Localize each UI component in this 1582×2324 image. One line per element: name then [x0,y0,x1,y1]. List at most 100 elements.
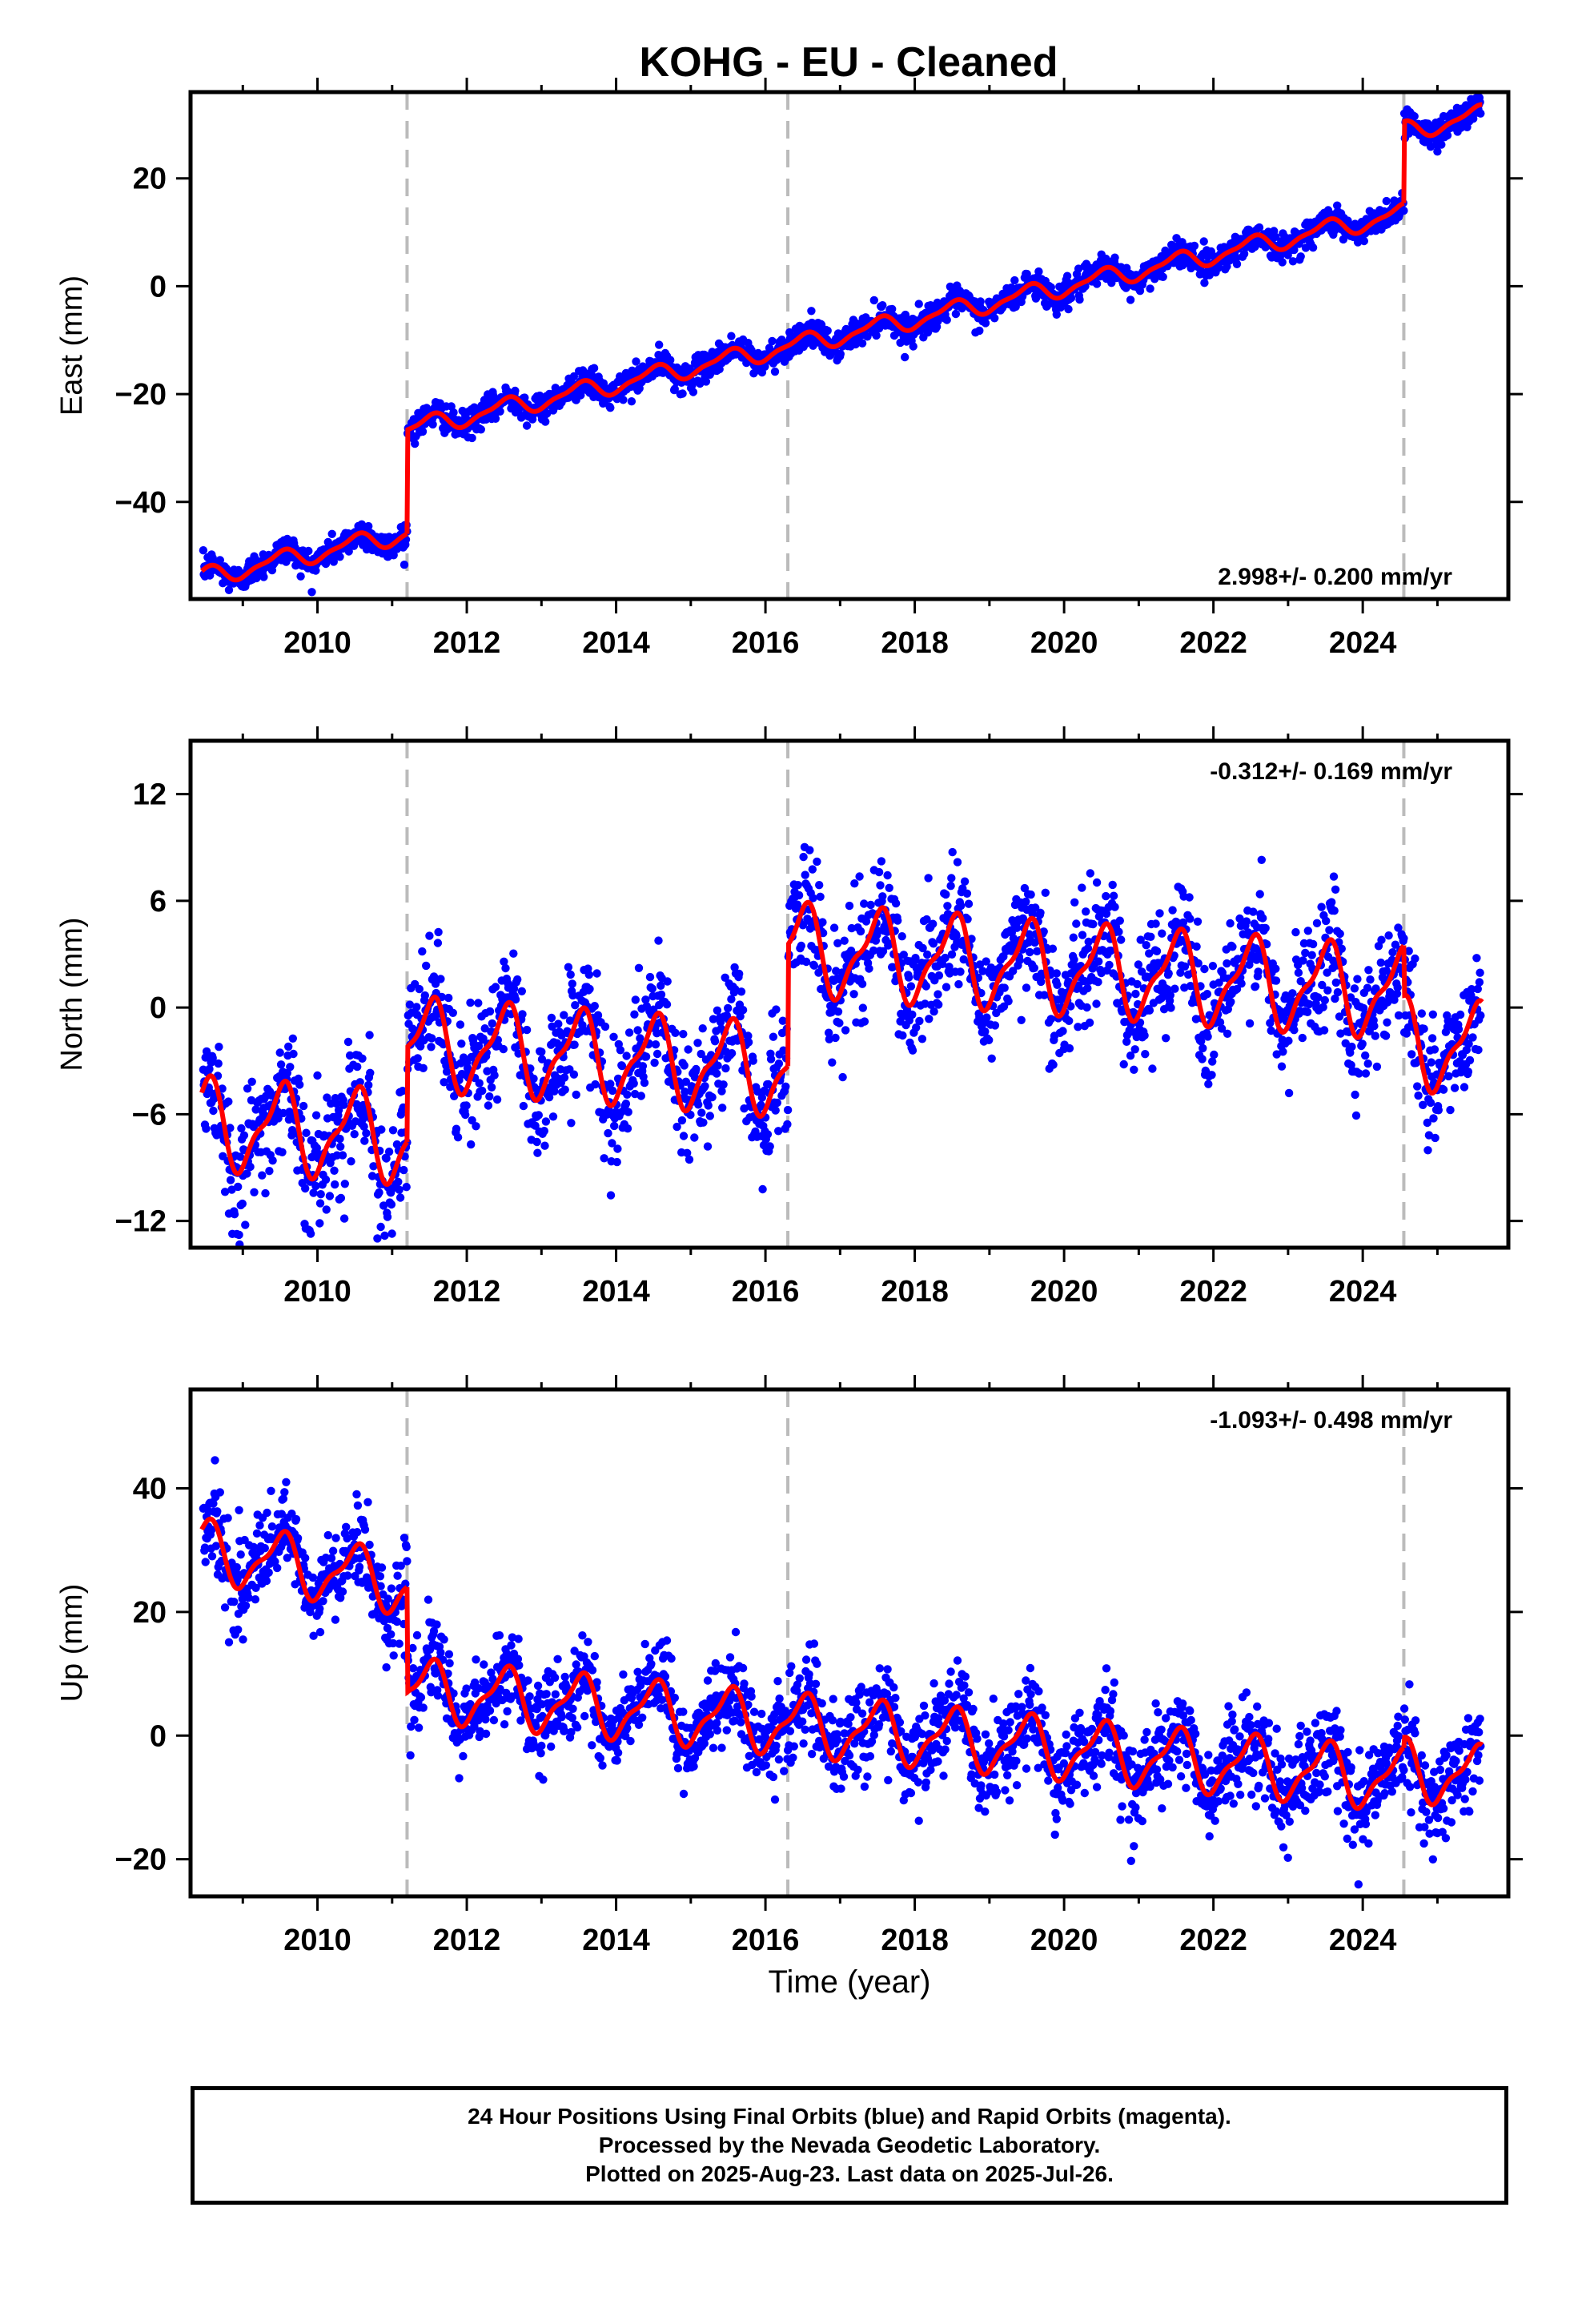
data-point [1331,885,1340,895]
data-point [1228,943,1237,951]
data-point [1347,1042,1356,1051]
data-point [442,1068,452,1076]
data-point [283,1554,291,1562]
data-point [704,1101,713,1110]
data-point [275,1048,284,1057]
data-point [291,1514,301,1524]
data-point [908,1010,917,1019]
data-point [1465,1055,1475,1065]
data-point [651,1040,661,1049]
data-point [1314,993,1323,1002]
data-point [964,899,974,908]
data-point [419,1063,428,1073]
data-point [1037,977,1046,987]
data-point [235,1152,245,1161]
data-point [1331,978,1341,987]
data-point [234,1182,243,1192]
data-point [1015,955,1024,965]
data-point [522,421,532,430]
data-point [1290,245,1299,255]
data-point [208,1054,217,1063]
data-point [251,1595,260,1604]
data-point [1136,935,1145,944]
data-point [1223,1029,1232,1039]
data-point [262,1576,271,1586]
data-point [413,1054,422,1063]
data-point [428,420,437,429]
data-point [1148,1064,1157,1073]
data-point [610,1121,619,1131]
data-point [1105,960,1114,970]
data-point [914,300,923,308]
data-point [1065,1043,1074,1053]
data-point [509,949,518,958]
data-point [921,999,930,1008]
data-point [678,389,687,398]
data-point [418,947,427,956]
data-point [1178,918,1188,927]
data-point [224,1097,233,1106]
data-point [1446,1105,1455,1115]
data-point [518,1010,527,1019]
x-tick-label: 2012 [433,1275,501,1309]
data-point [1186,915,1195,923]
data-point [311,1111,321,1120]
data-point [564,963,573,971]
data-point [636,1092,645,1100]
data-point [1305,999,1314,1009]
data-point [608,1139,616,1148]
data-point [1012,923,1022,932]
data-point [768,336,777,346]
y-tick-label: −12 [115,1205,167,1239]
data-point [234,1625,243,1634]
model-line-segment [404,200,1405,534]
data-point [627,397,636,406]
data-point [238,1199,247,1208]
data-point [342,1522,351,1532]
data-point [1199,1043,1207,1053]
data-point [623,1124,632,1133]
data-point [873,927,882,935]
data-point [609,1032,618,1042]
data-point [293,1534,303,1543]
data-point [1203,1032,1212,1041]
data-point [1284,1088,1294,1098]
data-point [945,963,954,971]
data-point [1176,968,1185,977]
data-point [976,297,985,306]
data-point [289,1049,298,1059]
data-point [1251,982,1260,991]
data-point [1048,944,1058,953]
data-point [335,553,344,561]
data-point [288,1034,297,1043]
data-point [1031,294,1041,303]
data-point [1062,271,1072,280]
data-point [730,963,739,972]
data-point [301,1184,310,1193]
data-point [1162,1034,1170,1043]
data-point [453,1133,463,1142]
x-tick-label: 2024 [1329,1275,1397,1309]
data-point [336,1142,345,1152]
data-point [850,879,859,888]
data-point [1417,1009,1427,1018]
data-point [315,1627,325,1637]
data-point [670,384,679,393]
data-point [929,919,938,928]
data-point [757,1093,767,1102]
data-point [323,1093,331,1102]
data-point [1299,956,1307,965]
data-point [815,881,824,890]
data-point [1388,948,1397,957]
x-tick-label: 2014 [582,1275,650,1309]
data-point [1312,919,1322,928]
data-point [1411,954,1419,963]
data-point [604,1128,612,1138]
data-point [909,342,917,351]
data-point [331,1180,339,1189]
data-point [1158,929,1166,938]
data-point [375,1188,383,1197]
data-point [1164,969,1173,978]
model-line-segment [199,1073,409,1188]
